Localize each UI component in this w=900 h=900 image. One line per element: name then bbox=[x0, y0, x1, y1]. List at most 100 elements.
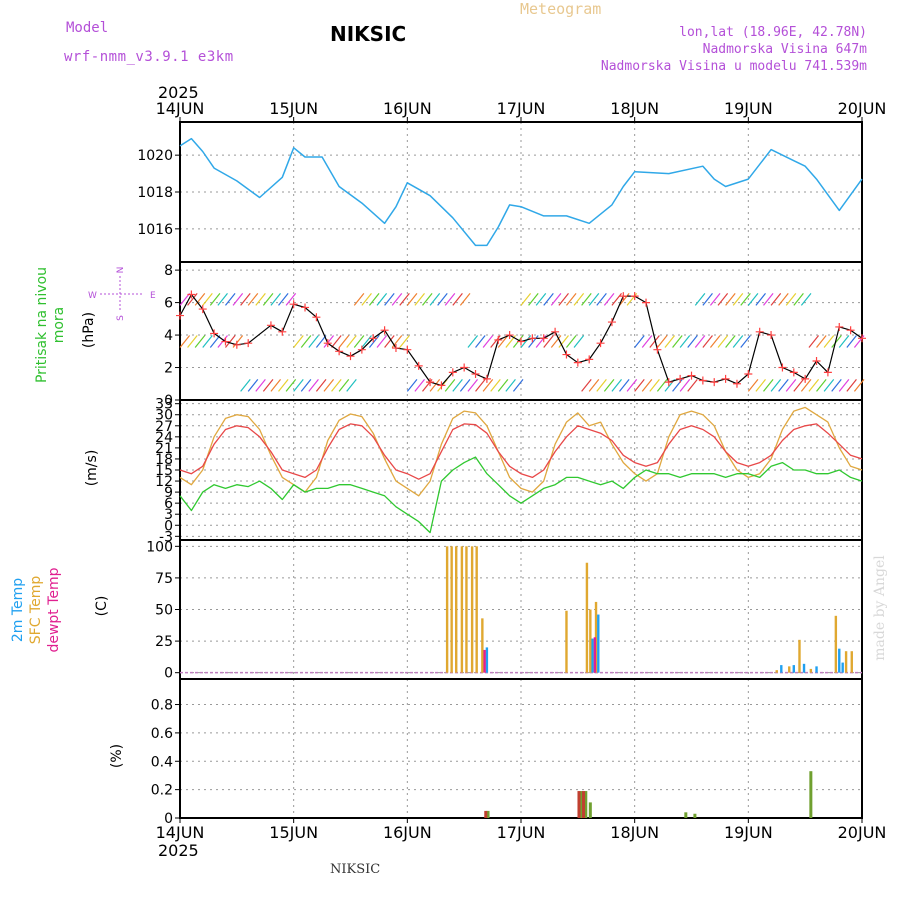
wind-speed-marker bbox=[823, 368, 832, 377]
wind-barb bbox=[687, 335, 698, 348]
wind-barb bbox=[740, 335, 751, 348]
wind-barb bbox=[573, 292, 585, 306]
wind-speed-marker bbox=[721, 374, 730, 383]
wind-barb bbox=[475, 379, 486, 392]
top-day-label: 19JUN bbox=[724, 99, 773, 118]
cloud-ytick-label: 75 bbox=[155, 571, 173, 587]
cloud-bar bbox=[775, 670, 778, 673]
wind-speed-marker bbox=[642, 298, 651, 307]
wind-speed-marker bbox=[528, 334, 537, 343]
wind-speed-marker bbox=[448, 368, 457, 377]
wind-barb bbox=[740, 292, 751, 306]
wind-barb bbox=[747, 379, 759, 392]
wind-barb bbox=[550, 335, 562, 348]
precip-bar bbox=[684, 812, 688, 818]
wind-barb bbox=[505, 379, 516, 392]
wind-barb bbox=[687, 379, 698, 392]
cloud-ytick-label: 0 bbox=[164, 666, 173, 682]
wind-barb bbox=[793, 379, 804, 392]
wind-barb bbox=[338, 335, 350, 348]
wind-barb bbox=[679, 335, 691, 348]
wind-barb bbox=[202, 335, 213, 348]
wind-barb bbox=[361, 335, 372, 348]
wind-barb bbox=[702, 335, 713, 348]
model-version: wrf-nmm_v3.9.1 e3km bbox=[64, 49, 234, 65]
wind-barb bbox=[785, 379, 797, 392]
wind-barb bbox=[679, 379, 691, 392]
wind-barb bbox=[399, 292, 410, 306]
wind-barb bbox=[482, 379, 494, 392]
wind-barb bbox=[224, 335, 236, 348]
wind-barb bbox=[626, 379, 638, 392]
wind-barb bbox=[323, 335, 335, 348]
wind-barb bbox=[831, 379, 842, 392]
cloud-bar bbox=[798, 639, 801, 673]
cloud-bar bbox=[815, 666, 818, 673]
precip-ytick-label: 0.2 bbox=[151, 783, 173, 799]
wind-barb bbox=[262, 379, 274, 392]
top-day-label: 14JUN bbox=[156, 99, 205, 118]
wind-barb bbox=[422, 292, 433, 306]
wind-speed-marker bbox=[221, 337, 230, 346]
precip-bar bbox=[579, 791, 583, 818]
wind-speed-marker bbox=[755, 327, 764, 336]
wind-speed-marker bbox=[653, 345, 662, 354]
wind-speed-marker bbox=[232, 340, 241, 349]
wind-barb bbox=[846, 335, 857, 348]
cloud-bar bbox=[470, 546, 474, 673]
wind-barb bbox=[315, 335, 327, 348]
wind-barb bbox=[672, 335, 683, 348]
cloud-bar bbox=[792, 665, 795, 673]
wind-speed-marker bbox=[698, 376, 707, 385]
wind-speed-marker bbox=[539, 334, 548, 343]
wind-ytick-label: 6 bbox=[164, 296, 173, 312]
wind-barb bbox=[346, 379, 357, 392]
top-year-label: 2025 bbox=[158, 83, 199, 102]
wind-speed-marker bbox=[176, 311, 184, 320]
wind-barb bbox=[823, 335, 835, 348]
precip-bar bbox=[693, 813, 697, 818]
cloud-bar bbox=[483, 649, 486, 673]
wind-barb bbox=[293, 335, 304, 348]
wind-barb bbox=[565, 292, 577, 306]
wind-barb bbox=[588, 292, 600, 306]
wind-speed-marker bbox=[301, 303, 310, 312]
wind-barb bbox=[596, 379, 607, 392]
wind-barb bbox=[717, 335, 729, 348]
wind-barb bbox=[452, 379, 463, 392]
wind-barb bbox=[376, 292, 388, 306]
wind-speed-marker bbox=[426, 378, 435, 387]
precip-bar bbox=[584, 791, 588, 818]
wind-barb bbox=[656, 335, 668, 348]
wind-barb bbox=[725, 335, 736, 348]
wind-barb bbox=[384, 335, 395, 348]
bottom-year-label: 2025 bbox=[158, 841, 199, 860]
wind-barb bbox=[694, 292, 706, 306]
wind-speed-marker bbox=[346, 352, 355, 361]
wind-barb bbox=[755, 379, 766, 392]
sfc-temp-line bbox=[179, 406, 863, 497]
wind-barb bbox=[641, 379, 653, 392]
wind-barb bbox=[255, 292, 266, 306]
wind-speed-marker bbox=[744, 370, 753, 379]
model-label: Model bbox=[66, 20, 109, 36]
cloud-bar bbox=[445, 546, 449, 673]
top-day-label: 17JUN bbox=[497, 99, 546, 118]
wind-speed-marker bbox=[551, 327, 560, 336]
wind-barb bbox=[611, 292, 623, 306]
temp-ytick-label: 30 bbox=[155, 408, 173, 424]
wind-barb bbox=[619, 379, 630, 392]
cloud-bar bbox=[838, 648, 841, 673]
temp-ytick-label: 0 bbox=[164, 518, 173, 534]
cloud-ytick-label: 100 bbox=[146, 539, 173, 555]
wind-barb bbox=[209, 335, 221, 348]
wind-barb bbox=[603, 292, 615, 306]
precip-bar bbox=[486, 810, 490, 818]
wind-barb bbox=[853, 379, 865, 392]
wind-barb bbox=[490, 379, 501, 392]
wind-barb bbox=[255, 379, 266, 392]
pressure-panel: 1016 1018 1020 bbox=[137, 121, 863, 263]
pressure-ytick-label: 1020 bbox=[137, 148, 173, 164]
wind-speed-marker bbox=[585, 355, 594, 364]
